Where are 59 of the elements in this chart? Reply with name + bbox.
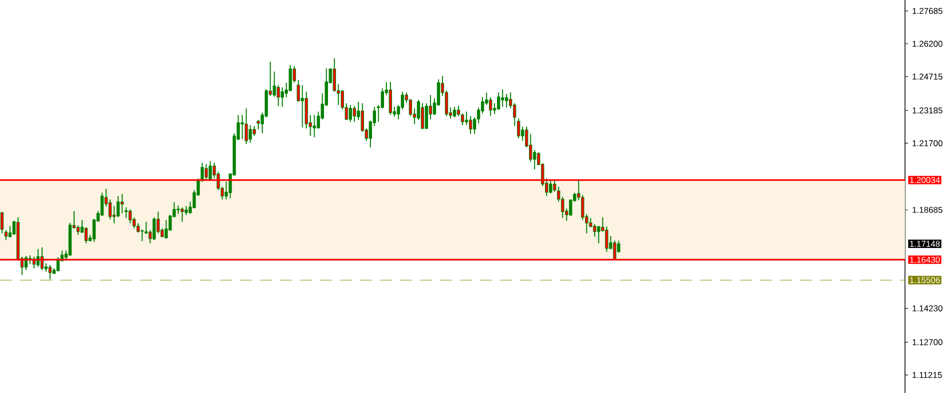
y-tick-label: 1.18685 [912,206,942,213]
candlestick [460,112,464,126]
candlestick [112,205,116,224]
candlestick [605,226,608,252]
candlestick [549,180,552,194]
y-tick-label: 1.11215 [912,372,942,378]
candlestick [300,84,304,128]
candlestick [332,58,336,92]
text: 1.17148 [910,240,940,247]
candlestick [108,198,112,220]
candlestick [388,81,392,116]
candlestick [512,102,516,126]
candlestick [456,105,460,117]
candlestick [48,264,52,280]
candlestick [184,205,188,216]
candlestick [76,224,80,236]
candlestick [593,224,596,238]
y-tick-label: 1.24715 [912,74,942,80]
y-tick-label: 1.12700 [912,339,942,346]
candlestick [124,206,128,219]
candlestick [252,125,256,136]
candlestick [248,124,252,144]
candlestick [420,102,424,130]
y-tick-label: 1.14230 [912,305,942,312]
candlestick [84,226,88,244]
candlestick [240,114,244,140]
candlestick [4,230,8,241]
y-tick-label: 1.27685 [912,8,942,14]
candlestick [312,114,316,138]
candlestick [352,106,356,122]
candlestick [296,80,300,102]
y-tick-label: 1.26200 [912,40,942,47]
ref-line-label: 1.15506 [910,277,940,284]
y-tick-label: 1.23185 [912,107,942,114]
candlestick [120,194,124,214]
candlestick [517,118,520,139]
candlestick [408,98,412,117]
candlestick [504,93,508,108]
candlestick [280,86,284,108]
candlestick [144,221,148,235]
ref-line-label: 1.20034 [910,177,940,184]
candlestick [529,133,532,162]
candlestick [8,226,12,238]
y-tick-label: 1.21700 [912,140,942,146]
candlestick [452,106,456,118]
candlestick [468,116,472,134]
candlestick [0,211,4,234]
candlestick [424,102,428,130]
candlestick [380,88,384,109]
candlestick [472,116,476,134]
candlestick [464,111,468,126]
candlestick [180,206,184,222]
candlestick [244,108,248,145]
candlestick [348,104,352,122]
candlestick [496,92,500,111]
candlestick [164,219,168,240]
candlestick [116,196,120,218]
ref-line-label: 1.16430 [910,256,940,263]
candlestick [488,96,492,117]
